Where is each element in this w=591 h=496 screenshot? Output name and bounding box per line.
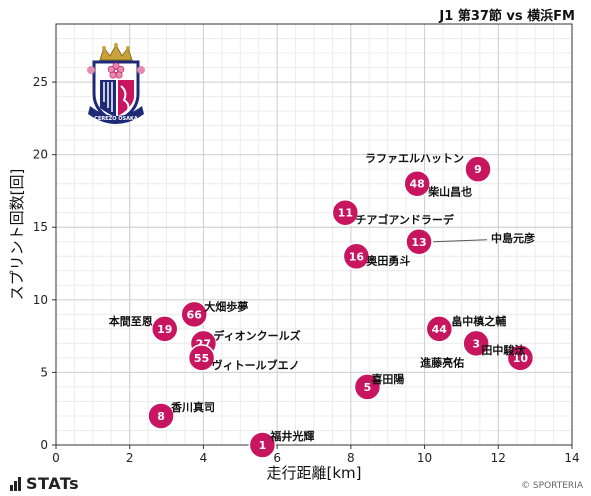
point-marker: [150, 315, 179, 343]
point-player-name: 大畑歩夢: [204, 299, 248, 313]
point-number: 9: [474, 163, 482, 176]
point-player-name: 中島元彦: [491, 231, 535, 245]
data-point-19: 19 本間至恩: [109, 314, 179, 343]
point-number: 48: [410, 178, 425, 191]
point-number: 66: [187, 308, 203, 321]
point-marker: [403, 169, 431, 198]
point-marker: [506, 344, 535, 372]
point-marker: [462, 329, 490, 358]
point-player-name: 進藤亮佑: [420, 355, 464, 369]
point-number: 5: [364, 381, 372, 394]
x-tick-label: 8: [347, 451, 355, 465]
point-number: 13: [411, 236, 426, 249]
y-tick-label: 25: [33, 75, 48, 89]
copyright-credit: © SPORTERIA: [521, 481, 583, 491]
logo-text: CEREZO OSAKA: [94, 116, 138, 122]
point-player-name: 田中駿汰: [481, 343, 526, 357]
x-axis-label: 走行距離[km]: [266, 464, 361, 482]
plot-frame: [55, 23, 573, 446]
data-point-13: 13 中島元彦: [405, 228, 535, 256]
bar-chart-icon: [10, 476, 21, 491]
x-tick-label: 4: [200, 451, 208, 465]
point-number: 16: [349, 250, 365, 263]
point-marker: [180, 300, 208, 329]
point-player-name: 福井光輝: [269, 429, 314, 443]
point-marker: [425, 315, 454, 343]
point-player-name: 畠中槙之輔: [451, 314, 506, 328]
point-number: 44: [432, 323, 448, 336]
point-marker: [248, 431, 277, 459]
point-marker: [342, 242, 371, 271]
point-number: 55: [194, 352, 209, 365]
y-tick-label: 5: [40, 365, 48, 379]
point-number: 11: [338, 207, 353, 220]
y-tick-label: 15: [33, 220, 48, 234]
point-number: 8: [157, 410, 165, 423]
y-tick-label: 10: [33, 293, 48, 307]
point-marker: [147, 402, 175, 430]
x-tick-label: 0: [52, 451, 60, 465]
y-tick-label: 0: [40, 438, 48, 452]
point-player-name: ディオンクールズ: [213, 328, 300, 342]
cerezo-osaka-crest-icon: CEREZO OSAKA: [87, 43, 145, 124]
y-tick-label: 20: [33, 148, 48, 162]
point-marker: [353, 373, 382, 401]
point-marker: [187, 344, 216, 372]
x-tick-label: 12: [491, 451, 506, 465]
point-player-name: 香川真司: [170, 400, 215, 414]
x-tick-label: 6: [273, 451, 281, 465]
y-axis-label: スプリント回数[回]: [8, 169, 26, 301]
data-point-3: 3 進藤亮佑: [420, 329, 490, 369]
point-number: 3: [472, 337, 480, 350]
point-player-name: 本間至恩: [109, 314, 153, 328]
point-number: 19: [157, 323, 172, 336]
point-number: 10: [513, 352, 529, 365]
point-player-name: 奥田勇斗: [365, 253, 410, 267]
data-point-16: 16 奥田勇斗: [342, 242, 410, 271]
point-marker: [464, 155, 492, 183]
point-player-name: 柴山昌也: [427, 185, 472, 199]
stats-brand-text: STATs: [26, 474, 80, 493]
point-player-name: チアゴアンドラーデ: [355, 213, 455, 227]
stats-brand: STATs: [10, 474, 79, 493]
point-marker: [405, 228, 433, 256]
point-player-name: 喜田陽: [371, 372, 404, 386]
point-player-name: ラファエルハットン: [365, 152, 464, 165]
x-tick-label: 14: [564, 451, 579, 465]
label-leader-line: [433, 239, 488, 243]
point-number: 1: [259, 439, 267, 452]
x-tick-label: 10: [417, 451, 432, 465]
x-tick-label: 2: [126, 451, 134, 465]
data-point-8: 8 香川真司: [147, 400, 215, 430]
data-point-9: 9 ラファエルハットン: [365, 152, 492, 183]
point-marker: [331, 198, 360, 227]
chart-header-title: J1 第37節 vs 横浜FM: [439, 9, 575, 24]
point-player-name: ヴィトールブエノ: [212, 358, 300, 372]
